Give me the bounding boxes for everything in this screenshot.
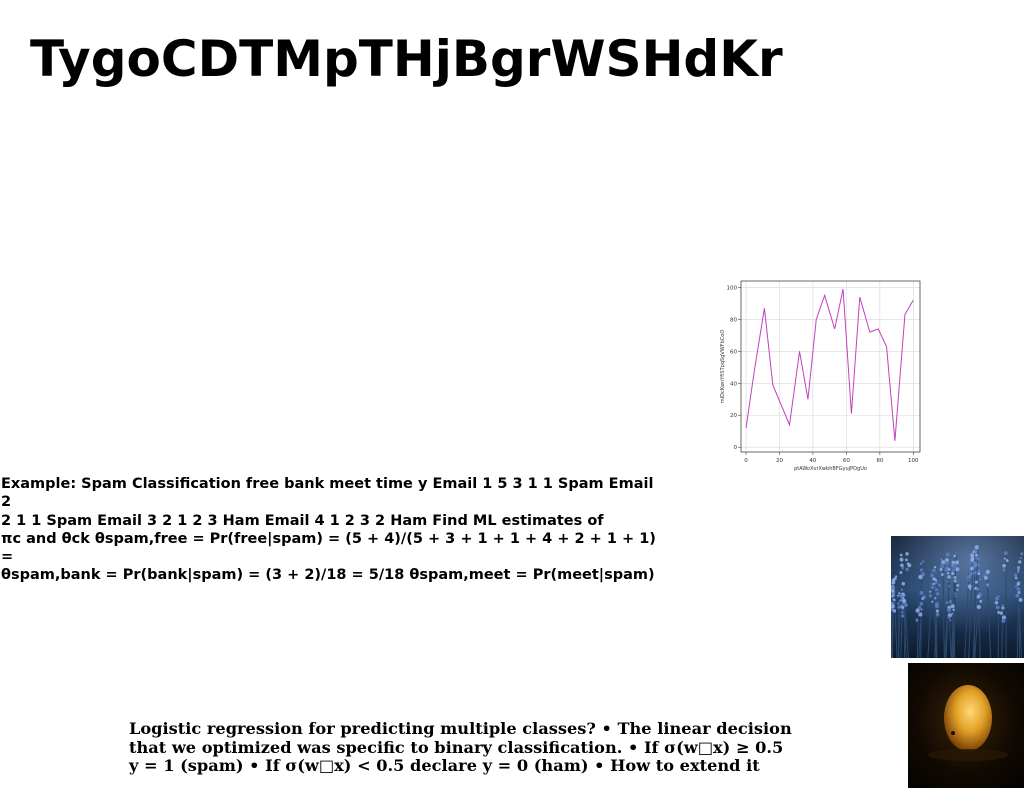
egg-photo: [908, 663, 1024, 788]
paragraph-line: Example: Spam Classification free bank m…: [1, 475, 661, 512]
y-tick-label: 80: [730, 317, 737, 323]
line-chart: 0 20 40 60 80 100 0 20 40 60 80 100 ptAWoXvrXwbhBFGy…: [716, 276, 928, 476]
flowers-photo: [891, 536, 1024, 658]
paragraph-line: that we optimized was specific to binary…: [129, 739, 809, 758]
paragraph-line: Logistic regression for predicting multi…: [129, 720, 809, 739]
x-tick-label: 60: [843, 458, 850, 464]
slide-title: TygoCDTMpTHjBgrWSHdKr: [30, 30, 783, 88]
x-tick-label: 100: [908, 458, 919, 464]
x-axis-label: ptAWoXvrXwbhBFGyuJPDgUo: [794, 466, 867, 472]
logistic-regression-paragraph: Logistic regression for predicting multi…: [129, 720, 809, 776]
y-tick-label: 40: [730, 381, 737, 387]
y-tick-label: 0: [734, 445, 738, 451]
line-chart-svg: 0 20 40 60 80 100 0 20 40 60 80 100 ptAWoXvrXwbhBFGy…: [716, 276, 928, 476]
x-tick-label: 20: [776, 458, 783, 464]
series-line: [746, 289, 913, 441]
y-tick-label: 20: [730, 413, 737, 419]
flowers-photo-image: [891, 536, 1024, 658]
y-axis-label: mIDcKwnYfiSTpqSgVWFbCoO: [720, 330, 726, 404]
x-tick-label: 80: [876, 458, 883, 464]
paragraph-line: πc and θck θspam,free = Pr(free|spam) = …: [1, 530, 661, 567]
y-tick-label: 60: [730, 349, 737, 355]
spam-example-paragraph: Example: Spam Classification free bank m…: [1, 475, 661, 585]
paragraph-line: 2 1 1 Spam Email 3 2 1 2 3 Ham Email 4 1…: [1, 512, 661, 530]
y-tick-label: 100: [727, 285, 738, 291]
x-tick-label: 40: [809, 458, 816, 464]
egg-photo-image: [908, 663, 1024, 788]
x-tick-label: 0: [744, 458, 748, 464]
paragraph-line: θspam,bank = Pr(bank|spam) = (3 + 2)/18 …: [1, 566, 661, 584]
paragraph-line: y = 1 (spam) • If σ(w□x) < 0.5 declare y…: [129, 757, 809, 776]
